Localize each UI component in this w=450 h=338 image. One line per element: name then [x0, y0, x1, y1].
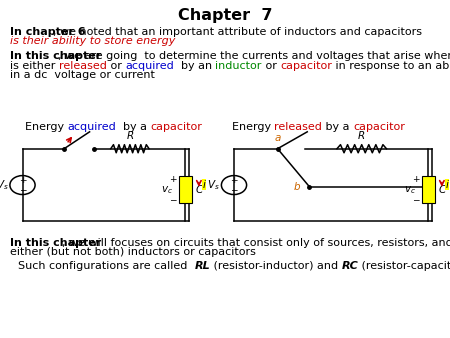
Text: $V_s$: $V_s$ [0, 178, 9, 192]
Text: either (but not both) inductors or capacitors: either (but not both) inductors or capac… [10, 247, 256, 258]
Text: (resistor-capacitor) circuits: (resistor-capacitor) circuits [359, 261, 450, 271]
Text: −: − [412, 195, 419, 204]
Text: or: or [107, 61, 125, 71]
Text: Energy: Energy [232, 122, 274, 132]
Text: C: C [439, 185, 446, 195]
Bar [422, 176, 435, 203]
Text: capacitor: capacitor [151, 122, 202, 132]
Text: +: + [169, 175, 176, 184]
Text: inductor: inductor [216, 61, 262, 71]
Text: (resistor-inductor) and: (resistor-inductor) and [210, 261, 342, 271]
Text: Energy: Energy [25, 122, 68, 132]
Text: capacitor: capacitor [353, 122, 405, 132]
Text: Such configurations are called: Such configurations are called [18, 261, 194, 271]
Text: released: released [59, 61, 107, 71]
Text: or: or [262, 61, 280, 71]
Text: in a dc  voltage or current: in a dc voltage or current [10, 70, 155, 80]
Text: is either: is either [10, 61, 59, 71]
Text: RC: RC [342, 261, 359, 271]
Text: released: released [274, 122, 322, 132]
Text: is their ability to store energy: is their ability to store energy [10, 36, 176, 46]
Text: , we are going  to determine the currents and voltages that arise when energy: , we are going to determine the currents… [58, 51, 450, 62]
Text: −: − [230, 185, 238, 194]
Text: Chapter  7: Chapter 7 [178, 8, 272, 23]
Text: capacitor: capacitor [280, 61, 332, 71]
Text: In this chapter: In this chapter [10, 51, 101, 62]
Text: acquired: acquired [125, 61, 174, 71]
Text: a: a [274, 132, 281, 143]
Text: RL: RL [194, 261, 210, 271]
Text: , we will focuses on circuits that consist only of sources, resistors, and: , we will focuses on circuits that consi… [62, 238, 450, 248]
Text: +: + [412, 175, 419, 184]
Text: −: − [19, 185, 26, 194]
Text: acquired: acquired [68, 122, 116, 132]
Text: C: C [196, 185, 203, 195]
Bar [179, 176, 192, 203]
Text: by an: by an [174, 61, 216, 71]
Text: +: + [230, 176, 238, 185]
Text: by a: by a [116, 122, 151, 132]
Text: $V_s$: $V_s$ [207, 178, 220, 192]
Text: in response to an abrupt change: in response to an abrupt change [332, 61, 450, 71]
Text: i: i [446, 180, 448, 190]
Text: $v_c$: $v_c$ [404, 184, 416, 196]
Text: +: + [19, 176, 26, 185]
Text: R: R [358, 131, 365, 141]
Text: In chapter 6: In chapter 6 [10, 27, 86, 37]
Text: −: − [169, 195, 176, 204]
Text: by a: by a [322, 122, 353, 132]
Text: b: b [293, 182, 300, 192]
Text: $v_c$: $v_c$ [161, 184, 173, 196]
Text: In this chapter: In this chapter [10, 238, 101, 248]
Text: , we noted that an important attribute of inductors and capacitors: , we noted that an important attribute o… [53, 27, 422, 37]
Text: i: i [202, 180, 205, 190]
Text: R: R [126, 131, 134, 141]
